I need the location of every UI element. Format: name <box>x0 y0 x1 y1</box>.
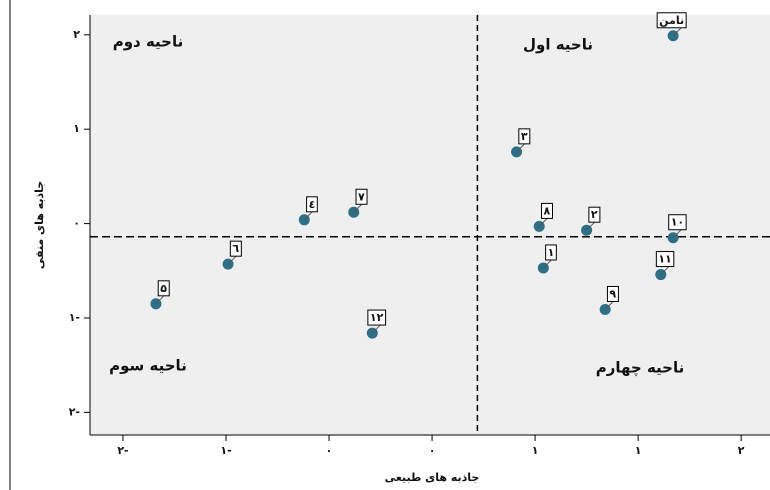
x-tick-label: ۰ <box>326 444 333 457</box>
y-tick-label: ۱ <box>73 122 80 135</box>
quadrant-label: ناحیه سوم <box>109 357 187 375</box>
point-label: ۹ <box>609 287 616 300</box>
point-label: ۱۰ <box>671 216 684 229</box>
quadrant-label: ناحیه چهارم <box>596 359 685 378</box>
y-tick-label: ۲- <box>69 405 80 418</box>
quadrant-label: ناحیه دوم <box>113 33 184 51</box>
point-label: ٦ <box>232 242 239 255</box>
point-label-box <box>306 196 318 213</box>
point-label: ٤ <box>309 198 316 211</box>
y-tick-label: ۲ <box>73 28 80 41</box>
point-label-box <box>157 280 170 297</box>
y-axis-label: جاذبه های منفی <box>33 181 46 269</box>
x-tick-label: ۱- <box>220 444 231 457</box>
plot-background <box>90 15 770 435</box>
point-label-box <box>655 251 675 268</box>
point-label: ۵ <box>160 282 167 295</box>
point-label: نامن <box>659 14 684 27</box>
point-label-box <box>588 206 601 223</box>
x-tick-label: ۰ <box>429 444 436 457</box>
x-axis-label: جاذبه های طبیعی <box>385 471 480 484</box>
x-tick-label: ۲ <box>738 444 745 457</box>
x-tick-label: ۲- <box>117 444 128 457</box>
y-tick-label: ۱- <box>69 311 80 324</box>
point-label-box <box>540 202 553 219</box>
point-label-box <box>229 240 242 257</box>
point-label: ۲ <box>591 208 598 221</box>
point-label: ۱ <box>548 246 555 259</box>
point-label-box <box>367 309 387 326</box>
point-label: ۷ <box>358 190 365 203</box>
point-label: ۱۱ <box>658 253 671 266</box>
x-tick-label: ۱ <box>635 444 642 457</box>
point-label: ۱۲ <box>370 311 384 324</box>
point-label-box <box>656 12 687 29</box>
x-tick-label: ۱ <box>532 444 539 457</box>
point-label-box <box>606 285 619 302</box>
y-tick-label: ۰ <box>73 217 80 230</box>
point-label-box <box>668 214 687 231</box>
leader <box>227 254 238 265</box>
quadrant-label: ناحیه اول <box>523 36 593 54</box>
point-label-box <box>355 188 368 205</box>
point-label-box <box>545 244 557 261</box>
point-label-box <box>518 128 531 145</box>
point-label: ۸ <box>543 204 550 217</box>
point-label: ۳ <box>521 130 528 143</box>
